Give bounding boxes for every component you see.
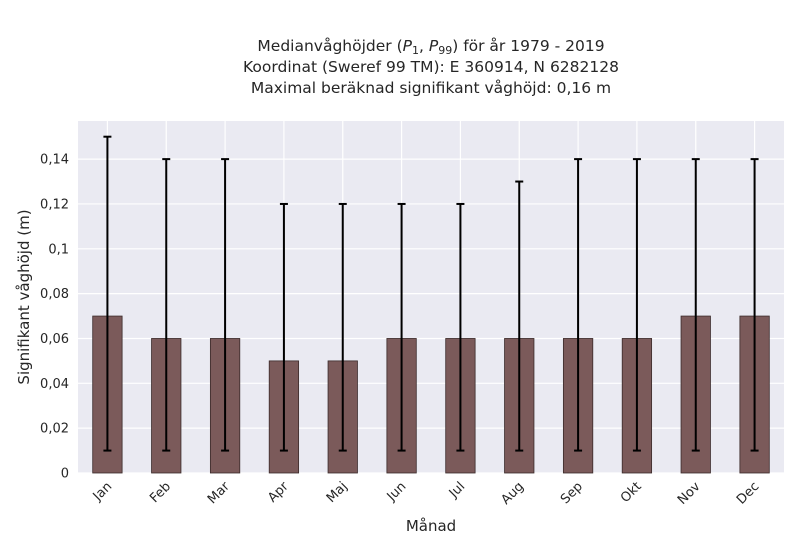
x-tick-label: Okt	[618, 479, 645, 506]
error-bar-okt	[632, 158, 641, 452]
y-tick-label: 0,02	[40, 422, 69, 437]
chart-title-line-2: Koordinat (Sweref 99 TM): E 360914, N 62…	[243, 58, 619, 76]
x-tick-label: Sep	[558, 479, 586, 507]
x-tick-labels: Jan Feb Mar Apr Maj Jun Jul Aug Sep Okt Nov Dec	[90, 479, 763, 508]
x-tick-label: Aug	[499, 479, 528, 508]
error-bar-mar	[221, 158, 230, 452]
plot-area	[78, 121, 784, 473]
x-tick-label: Jul	[446, 479, 468, 501]
x-tick-label: Apr	[265, 479, 292, 506]
y-axis-label: Signifikant våghöjd (m)	[15, 209, 33, 384]
y-tick-labels: 0 0,02 0,04 0,06 0,08 0,1 0,12 0,14	[40, 153, 69, 482]
chart-title-line-3: Maximal beräknad signifikant våghöjd: 0,…	[251, 79, 611, 97]
x-tick-label: Mar	[205, 479, 233, 507]
error-bar-nov	[691, 158, 700, 452]
error-bar-apr	[279, 202, 288, 452]
chart-title-line-1: Medianvåghöjder (P1, P99) för år 1979 - …	[257, 37, 604, 57]
x-tick-label: Dec	[734, 479, 762, 507]
error-bars	[103, 135, 759, 452]
y-tick-label: 0,06	[40, 332, 69, 347]
y-tick-label: 0,14	[40, 153, 69, 168]
y-tick-label: 0,12	[40, 197, 69, 212]
error-bar-aug	[515, 180, 524, 452]
x-tick-label: Feb	[147, 479, 174, 506]
y-tick-label: 0,08	[40, 287, 69, 302]
x-tick-label: Jan	[90, 479, 115, 504]
x-tick-label: Nov	[675, 479, 704, 508]
y-tick-label: 0	[61, 467, 69, 482]
x-axis-label: Månad	[406, 517, 456, 535]
error-bar-sep	[574, 158, 583, 452]
x-tick-label: Jun	[384, 479, 410, 505]
error-bar-jul	[456, 202, 465, 452]
error-bar-feb	[162, 158, 171, 452]
y-tick-label: 0,04	[40, 377, 69, 392]
chart-title: Medianvåghöjder (P1, P99) för år 1979 - …	[243, 37, 619, 97]
error-bar-jun	[397, 202, 406, 452]
y-tick-label: 0,1	[48, 242, 69, 257]
error-bar-maj	[338, 202, 347, 452]
x-tick-label: Maj	[324, 479, 351, 506]
error-bar-dec	[750, 158, 759, 452]
error-bar-jan	[103, 135, 112, 452]
